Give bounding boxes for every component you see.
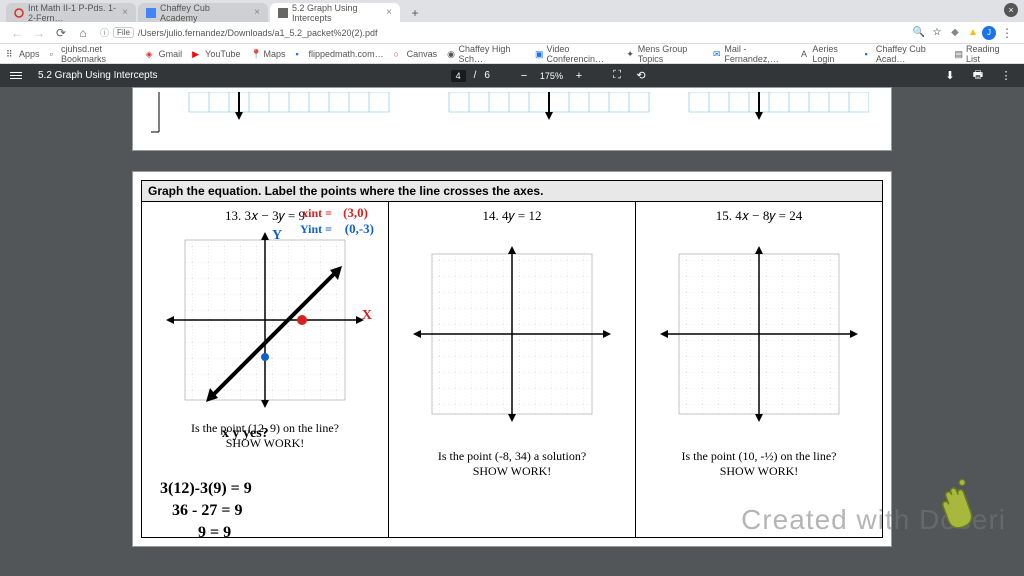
tab-0[interactable]: Int Math II-1 P-Pds. 1-2-Fern… × [6, 3, 136, 22]
pdf-toolbar: 5.2 Graph Using Intercepts 4 / 6 − 175% … [0, 64, 1024, 87]
problem-15: 15. 4𝑥 − 8𝑦 = 24 Is the point (10, [636, 202, 882, 537]
site-icon: ◉ [447, 49, 455, 59]
video-icon: ▣ [535, 49, 544, 59]
extension-icon[interactable]: ◆ [948, 26, 962, 40]
back-button[interactable]: ← [8, 24, 26, 42]
show-work: SHOW WORK! [640, 464, 878, 479]
hamburger-icon[interactable] [10, 72, 26, 79]
reading-list-button[interactable]: ▤Reading List [955, 44, 1008, 64]
pdf-icon [278, 8, 288, 18]
aeries-icon: A [801, 49, 809, 59]
page-current[interactable]: 4 [451, 70, 466, 82]
pdf-viewport[interactable]: Graph the equation. Label the points whe… [0, 87, 1024, 576]
chaffey-icon [146, 8, 156, 18]
page-total: 6 [484, 70, 490, 81]
problem-number: 15. 4𝑥 − 8𝑦 = 24 [640, 208, 878, 224]
reading-list-icon: ▤ [955, 49, 964, 59]
bookmark-item[interactable]: ▫cjuhsd.net Bookmarks [50, 44, 136, 64]
window-close-icon[interactable]: × [1004, 3, 1018, 17]
hand-xint-val: (3,0) [343, 205, 368, 221]
hand-work-1: 3(12)-3(9) = 9 [160, 480, 252, 498]
forward-button[interactable]: → [30, 24, 48, 42]
apps-button[interactable]: ⠿Apps [6, 49, 40, 59]
site-icon: ▪ [296, 49, 306, 59]
zoom-in-button[interactable]: + [571, 68, 587, 84]
problems-row: 13. 3𝑥 − 3𝑦 = 9 xint = (3,0) Yint = (0,-… [141, 202, 883, 538]
tab-2-active[interactable]: 5.2 Graph Using Intercepts × [270, 3, 400, 22]
file-chip: File [113, 27, 134, 38]
doceri-hand-icon [924, 471, 994, 546]
print-button[interactable]: 🖶 [970, 68, 986, 84]
tab-1[interactable]: Chaffey Cub Academy × [138, 3, 268, 22]
hand-y-axis: Y [272, 228, 282, 244]
site-icon: ▪ [864, 49, 872, 59]
graph-13: Y X [160, 230, 370, 415]
gmail-icon: ◈ [146, 49, 156, 59]
home-button[interactable]: ⌂ [74, 24, 92, 42]
tab-label: Chaffey Cub Academy [160, 3, 248, 23]
hand-work-3: 9 = 9 [198, 524, 231, 542]
question-text: Is the point (10, -½) on the line? [640, 449, 878, 464]
address-bar: ← → ⟳ ⌂ ⓘ File /Users/julio.fernandez/Do… [0, 22, 1024, 44]
reload-button[interactable]: ⟳ [52, 24, 70, 42]
page-sep: / [474, 70, 477, 81]
pdf-page-top-fragment [132, 87, 892, 151]
url-field[interactable]: ⓘ File /Users/julio.fernandez/Downloads/… [100, 26, 910, 39]
pdf-title: 5.2 Graph Using Intercepts [38, 70, 158, 81]
hand-check-header: x y yes? [222, 426, 269, 442]
bookmark-item[interactable]: 📍Maps [251, 49, 286, 59]
more-icon[interactable]: ⋮ [998, 68, 1014, 84]
bookmark-item[interactable]: AAeries Login [801, 44, 854, 64]
youtube-icon: ▶ [192, 49, 202, 59]
bookmark-item[interactable]: ✉Mail - Fernandez,… [713, 44, 791, 64]
instruction-text: Graph the equation. Label the points whe… [141, 180, 883, 202]
close-icon[interactable]: × [122, 7, 128, 18]
tab-label: Int Math II-1 P-Pds. 1-2-Fern… [28, 3, 116, 23]
zoom-out-button[interactable]: − [516, 68, 532, 84]
bookmark-item[interactable]: ▪Chaffey Cub Acad… [864, 44, 944, 64]
bookmark-item[interactable]: ○Canvas [394, 49, 438, 59]
avatar[interactable]: J [982, 26, 996, 40]
bookmarks-bar: ⠿Apps ▫cjuhsd.net Bookmarks ◈Gmail ▶YouT… [0, 44, 1024, 64]
show-work: SHOW WORK! [393, 464, 631, 479]
problem-number: 14. 4𝑦 = 12 [393, 208, 631, 224]
hand-xint-label: xint = [302, 206, 332, 221]
canvas-icon: ○ [394, 49, 404, 59]
fit-page-button[interactable]: ⛶ [609, 68, 625, 84]
bookmark-item[interactable]: ▶YouTube [192, 49, 240, 59]
graph-14 [407, 244, 617, 429]
hand-work-2: 36 - 27 = 9 [172, 502, 242, 520]
browser-tab-strip: Int Math II-1 P-Pds. 1-2-Fern… × Chaffey… [0, 0, 1024, 22]
download-button[interactable]: ⬇ [942, 68, 958, 84]
new-tab-button[interactable]: + [406, 4, 424, 22]
mail-icon: ✉ [713, 49, 721, 59]
rotate-button[interactable]: ⟲ [633, 68, 649, 84]
bookmark-item[interactable]: ▪flippedmath.com… [296, 49, 384, 59]
apps-icon: ⠿ [6, 49, 16, 59]
hand-x-axis: X [362, 308, 372, 324]
url-text: /Users/julio.fernandez/Downloads/a1_5.2_… [138, 28, 378, 38]
extension-icon-2[interactable]: ▲ [966, 26, 980, 40]
zoom-icon[interactable]: 🔍 [912, 26, 926, 40]
bookmark-item[interactable]: ◉Chaffey High Sch… [447, 44, 525, 64]
info-icon: ⓘ [100, 26, 109, 39]
problem-13: 13. 3𝑥 − 3𝑦 = 9 xint = (3,0) Yint = (0,-… [142, 202, 389, 537]
problem-14: 14. 4𝑦 = 12 Is the point (-8, 34) a [389, 202, 636, 537]
bookmark-item[interactable]: ◈Gmail [146, 49, 183, 59]
close-icon[interactable]: × [386, 7, 392, 18]
folder-icon: ▫ [50, 49, 58, 59]
canvas-icon [14, 8, 24, 18]
question-text: Is the point (-8, 34) a solution? [393, 449, 631, 464]
maps-icon: 📍 [251, 49, 261, 59]
tab-label: 5.2 Graph Using Intercepts [292, 3, 380, 23]
bookmark-item[interactable]: ✦Mens Group Topics [626, 44, 703, 64]
graph-15 [654, 244, 864, 429]
zoom-level: 175% [540, 71, 563, 81]
close-icon[interactable]: × [254, 7, 260, 18]
pdf-page-main: Graph the equation. Label the points whe… [132, 171, 892, 547]
star-icon[interactable]: ☆ [930, 26, 944, 40]
bookmark-item[interactable]: ▣Video Conferencin… [535, 44, 616, 64]
site-icon: ✦ [626, 49, 634, 59]
kebab-icon[interactable]: ⋮ [998, 24, 1016, 42]
